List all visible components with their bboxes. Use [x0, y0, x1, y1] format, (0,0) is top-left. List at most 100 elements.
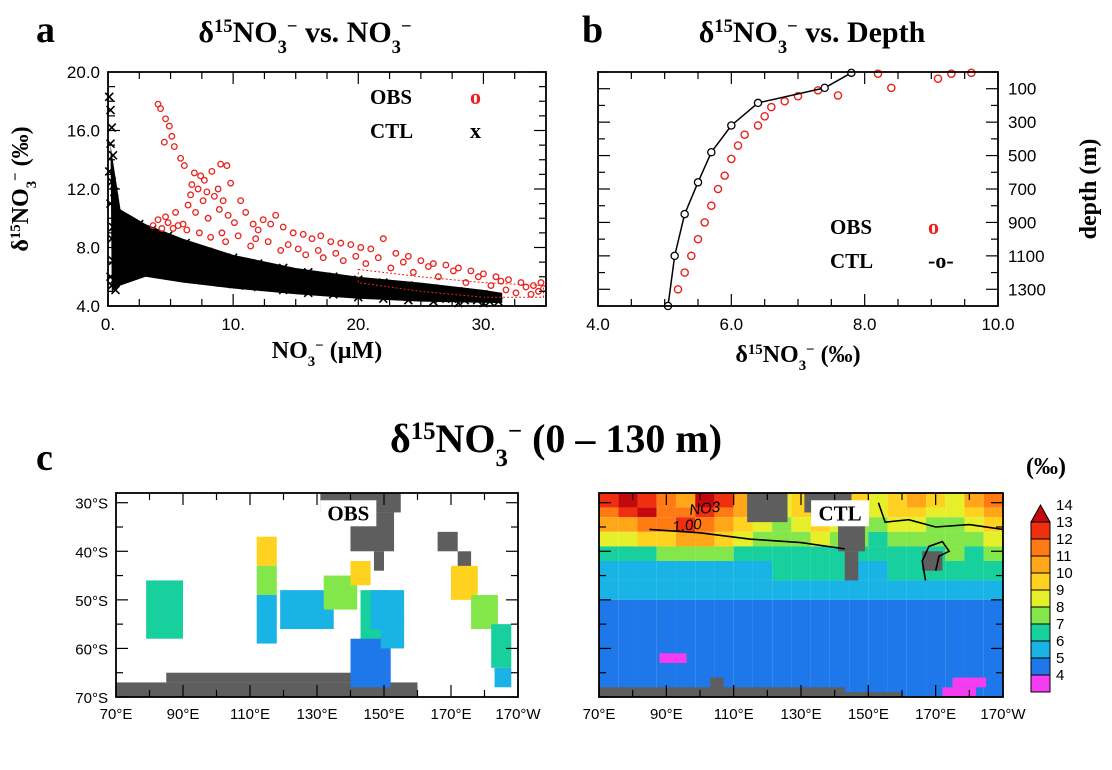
obs-point: [733, 141, 743, 150]
obs-point: [753, 121, 763, 130]
ctl-cell: [810, 546, 830, 561]
ctl-cell: [714, 507, 734, 518]
obs-point: [284, 241, 292, 249]
x-tick-label: 0.: [101, 315, 115, 334]
ctl-cell: [695, 531, 715, 547]
obs-cell: [256, 595, 277, 644]
colorbar-tick-label: 5: [1056, 650, 1064, 667]
obs-point: [492, 273, 500, 281]
obs-point: [308, 235, 316, 243]
ctl-cell: [772, 546, 792, 561]
obs-point: [487, 282, 495, 289]
obs-point: [780, 96, 789, 106]
ctl-cell: [906, 580, 927, 600]
ctl-cell: [618, 493, 638, 508]
ctl-cell: [714, 531, 734, 547]
ctl-cell: [695, 546, 715, 561]
obs-point: [218, 229, 226, 237]
ctl-cell: [714, 546, 734, 561]
ctl-cell: [868, 517, 888, 532]
contour-line: [921, 540, 951, 581]
ctl-cell: [926, 507, 946, 518]
ctl-cell: [945, 561, 965, 581]
x-tick-label: 8.0: [853, 315, 877, 334]
ctl-cell: [675, 599, 696, 697]
y-tick-label: 4.0: [76, 297, 100, 316]
obs-cell: [380, 614, 405, 649]
ctl-cell: [791, 599, 811, 697]
obs-point: [947, 69, 956, 78]
obs-point: [537, 279, 545, 287]
ctl-point: [693, 178, 703, 187]
obs-point: [339, 257, 347, 265]
colorbar-swatch: [1030, 521, 1051, 540]
ctl-cell: [637, 493, 657, 508]
obs-point: [249, 220, 257, 228]
ctl-cell: [637, 546, 657, 561]
x-tick-label: 30.: [472, 315, 496, 334]
obs-point: [873, 69, 883, 78]
lon-tick-label: 110°E: [230, 706, 270, 723]
obs-cell: [256, 536, 277, 566]
obs-point: [154, 216, 162, 224]
ctl-cell: [618, 507, 638, 518]
ctl-cell: [599, 517, 619, 532]
ctl-cell: [964, 507, 984, 518]
obs-point: [177, 154, 185, 162]
obs-point: [319, 254, 327, 262]
obs-point: [404, 252, 412, 260]
ctl-cell: [772, 531, 792, 547]
ctl-cell: [752, 546, 773, 561]
y-tick-label: 20.0: [67, 63, 100, 82]
ctl-cell: [868, 580, 888, 600]
obs-point: [187, 191, 195, 199]
obs-point: [299, 230, 307, 238]
ctl-cell: [906, 599, 927, 697]
obs-point: [207, 233, 215, 241]
ctl-cell: [964, 493, 984, 508]
ctl-cell: [906, 546, 927, 561]
obs-cell: [451, 565, 478, 600]
obs-point: [399, 258, 407, 266]
ctl-cell: [599, 561, 619, 581]
obs-point: [760, 111, 769, 121]
ctl-point: [727, 121, 736, 130]
lon-tick-label: 130°E: [296, 706, 337, 723]
lon-tick-label: 70°E: [583, 706, 616, 723]
obs-point: [302, 251, 310, 259]
ctl-cell: [829, 580, 850, 600]
land: [116, 682, 418, 697]
colorbar-tip: [1030, 503, 1051, 523]
obs-point: [204, 214, 212, 222]
y-tick-label: 8.0: [76, 239, 100, 258]
obs-point: [195, 229, 203, 237]
obs-point: [713, 184, 723, 194]
obs-point: [720, 171, 729, 180]
obs-point: [264, 238, 272, 246]
colorbar-swatch: [1030, 572, 1051, 591]
ctl-cell: [656, 546, 676, 561]
ctl-cell: [637, 580, 657, 600]
ctl-cell: [675, 531, 696, 547]
ctl-cell: [887, 507, 907, 518]
obs-cell: [146, 580, 183, 639]
ctl-cell: [964, 531, 984, 547]
ctl-cell: [945, 599, 965, 697]
ctl-point: [707, 147, 716, 157]
ctl-cell: [906, 531, 927, 547]
ctl-cell: [964, 599, 984, 697]
panel-label-a: a: [36, 9, 55, 51]
ctl-cell: [791, 546, 811, 561]
obs-point: [332, 249, 340, 257]
lon-tick-label: 130°E: [780, 706, 821, 723]
ctl-cell: [714, 599, 734, 697]
colorbar-tick-label: 13: [1056, 514, 1073, 531]
contour-line: [649, 528, 845, 550]
ctl-cell: [810, 580, 830, 600]
obs-point: [188, 181, 196, 189]
ctl-cell: [618, 546, 638, 561]
ctl-cell: [849, 599, 869, 697]
obs-point: [272, 211, 280, 219]
land: [373, 551, 384, 571]
